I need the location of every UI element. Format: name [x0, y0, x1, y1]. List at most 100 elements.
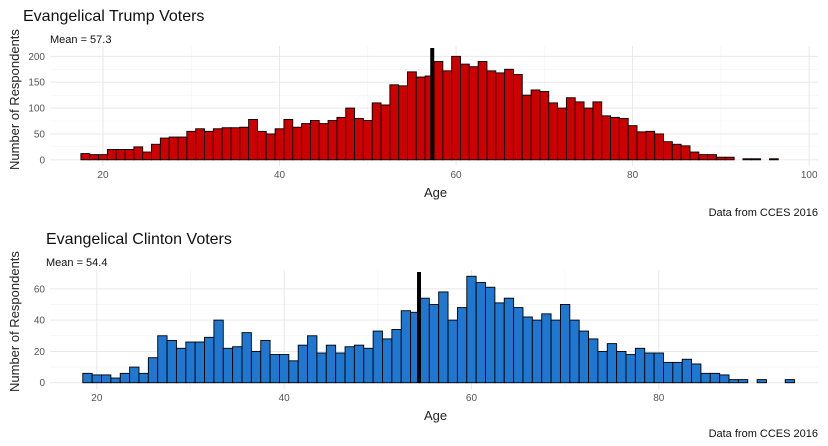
- panel-1-bar: [221, 127, 232, 161]
- panel-2-bar: [260, 340, 271, 384]
- panel-2-bar: [147, 357, 159, 384]
- panel-1-bar: [177, 136, 188, 161]
- panel-1-bar: [654, 133, 664, 161]
- panel-2-bar: [269, 354, 280, 384]
- panel-1-bar: [680, 145, 691, 161]
- panel-1-bar: [407, 71, 417, 161]
- panel-2-bar: [279, 354, 290, 384]
- panel-2-bar: [634, 347, 646, 384]
- panel-2-y-tick-label: 40: [34, 316, 46, 327]
- panel-1-bar: [468, 66, 479, 161]
- panel-2-bar: [606, 343, 618, 384]
- panel-2-y-tick-label: 60: [34, 284, 46, 295]
- panel-1-bar: [151, 143, 161, 161]
- panel-1-y-tick-label: 200: [28, 52, 45, 63]
- panel-1-bar: [486, 70, 497, 161]
- panel-1-bar: [336, 116, 347, 161]
- panel-1-bar: [265, 133, 276, 161]
- panel-1-bar: [292, 126, 303, 161]
- panel-1-bar: [751, 158, 762, 161]
- panel-2-bar: [784, 379, 796, 384]
- panel-2-bar: [485, 286, 496, 384]
- panel-2-bar: [91, 374, 102, 384]
- panel-1-bar: [724, 156, 735, 161]
- panel-2-bar: [250, 350, 262, 384]
- panel-1-bar: [398, 85, 408, 161]
- panel-1-bar: [354, 117, 364, 161]
- panel-1-bar: [106, 148, 117, 161]
- panel-2-bar: [681, 358, 693, 384]
- panel-1-bar: [574, 101, 585, 161]
- panel-1-bar: [557, 107, 567, 161]
- panel-1-bar: [742, 158, 753, 161]
- panel-1-bar: [495, 72, 506, 161]
- panel-1-bar: [230, 127, 241, 161]
- panel-2-bar: [438, 291, 449, 384]
- panel-2-bar: [82, 372, 93, 384]
- panel-2-bar: [157, 335, 168, 384]
- panel-2-bar: [475, 282, 486, 384]
- panel-1-bar: [389, 84, 400, 161]
- panel-2-bar: [204, 336, 215, 384]
- panel-1-mean-subtitle: Mean = 57.3: [50, 34, 112, 46]
- panel-2-bar: [213, 319, 224, 384]
- panel-2-bar: [550, 319, 561, 384]
- panel-2-bar: [344, 346, 355, 384]
- panel-1-bar: [142, 151, 152, 161]
- panel-1-bar: [477, 61, 488, 161]
- panel-1-y-tick-label: 0: [39, 155, 45, 166]
- panel-2-bar: [241, 332, 252, 384]
- panel-1-bar: [565, 97, 576, 161]
- panel-2-bar: [700, 372, 711, 384]
- panel-1-y-tick-label: 100: [28, 104, 45, 115]
- panel-1-bar: [239, 126, 250, 161]
- panel-2-bar: [644, 352, 655, 384]
- panel-1-bar: [159, 137, 170, 161]
- panel-2-bar: [691, 363, 702, 384]
- panel-1-bar: [460, 63, 470, 161]
- panel-2-bar: [316, 352, 327, 384]
- panel-2-bar: [428, 303, 440, 384]
- panel-2-bar: [709, 372, 721, 384]
- panel-2-bar: [588, 338, 599, 384]
- panel-1-bar: [168, 136, 179, 161]
- panel-1-bar: [645, 130, 656, 161]
- panel-1-x-tick-label: 40: [274, 170, 286, 181]
- panel-2-bar: [737, 379, 749, 384]
- panel-2-bar: [325, 344, 337, 384]
- panel-1-bar: [610, 116, 620, 161]
- panel-1-bar: [671, 143, 682, 161]
- panel-1-x-axis-label: Age: [424, 185, 448, 200]
- panel-2-bar: [569, 319, 580, 384]
- panel-2-y-tick-label: 20: [34, 347, 46, 358]
- panel-2-bar: [756, 379, 767, 384]
- panel-1-bar: [301, 123, 311, 161]
- panel-2-bar: [625, 354, 636, 384]
- panel-2-mean-subtitle: Mean = 54.4: [46, 257, 108, 269]
- panel-2-bar: [175, 347, 187, 384]
- panel-2-bar: [138, 372, 149, 384]
- panel-2-bar: [307, 335, 318, 384]
- panel-2-y-tick-label: 0: [39, 378, 45, 389]
- panel-1-title: Evangelical Trump Voters: [23, 8, 205, 25]
- panel-2-bar: [616, 350, 627, 384]
- panel-2-bar: [531, 319, 543, 384]
- panel-1-bar: [698, 154, 709, 161]
- panel-1-bar: [186, 130, 197, 161]
- panel-1-bar: [195, 128, 205, 161]
- panel-2-bar: [288, 360, 299, 384]
- panel-2-x-tick-label: 60: [466, 393, 478, 404]
- panel-1-bar: [618, 117, 629, 161]
- panel-2-bar: [353, 344, 365, 384]
- panel-1-bar: [504, 68, 514, 161]
- panel-2-bar: [129, 366, 140, 384]
- panel-1-bar: [318, 123, 329, 161]
- panel-2-x-axis-label: Age: [424, 408, 448, 423]
- panel-1-bar: [601, 115, 612, 161]
- panel-2-x-tick-label: 20: [91, 393, 103, 404]
- panel-1-bar: [380, 104, 391, 161]
- panel-1-bar: [530, 89, 541, 161]
- panel-2-caption: Data from CCES 2016: [708, 428, 818, 440]
- panel-2-bar: [400, 310, 412, 384]
